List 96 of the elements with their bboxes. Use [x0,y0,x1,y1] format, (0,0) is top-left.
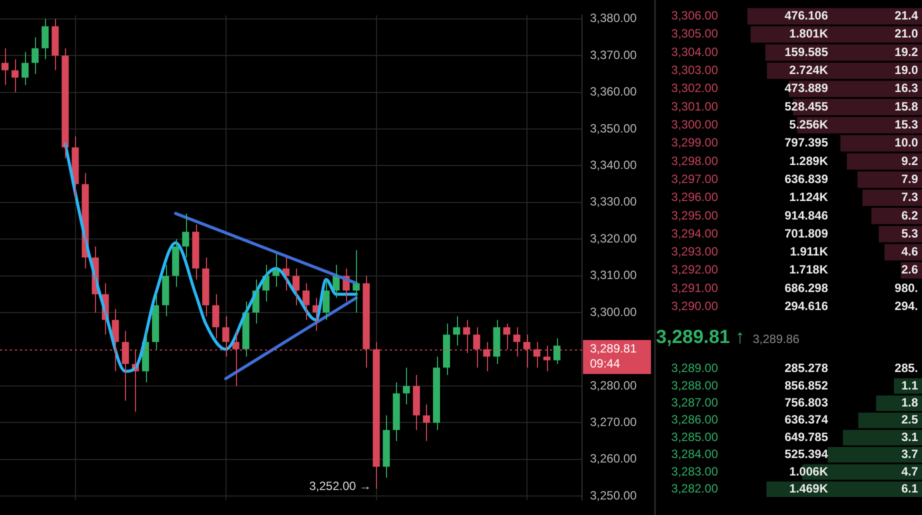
y-tick-label: 3,289.00 [671,361,718,376]
y-tick-label: 3,320.00 [590,231,638,246]
y-tick-label: 3,250.00 [590,488,638,502]
data-label: 7.9 [901,172,918,186]
data-label: 3.7 [901,447,918,462]
y-tick-label: 3,294.00 [671,226,718,240]
y-tick-label: 3,282.00 [671,482,718,496]
y-tick-label: 3,290.00 [671,299,718,314]
y-tick-label: 3,284.00 [671,447,718,462]
y-tick-label: 3,270.00 [590,415,638,430]
y-tick-label: 3,300.00 [590,304,638,319]
data-label: 5.3 [901,226,918,240]
annotation: 1.801K [789,26,828,41]
y-tick-label: 3,293.00 [671,244,718,259]
line-series [64,142,358,373]
data-label: 21.4 [894,8,918,23]
y-tick-label: 3,292.00 [671,262,718,277]
y-tick-label: 3,295.00 [671,208,718,222]
text: 285. [894,361,918,376]
y-tick-label: 3,283.00 [671,464,718,478]
annotation: 3,252.00 → [309,479,372,494]
y-tick-label: 3,299.00 [671,136,718,150]
annotation: 686.298 [784,280,828,295]
y-tick-label: 3,340.00 [590,158,638,172]
data-label: 19.2 [894,44,918,59]
text: 980. [894,280,918,295]
annotation: 5.256K [789,118,828,132]
candlestick [212,294,220,339]
annotation: 636.374 [784,412,828,427]
y-tick-label: 3,297.00 [671,172,718,186]
chart-subtitle: 3,289.86 [752,332,800,346]
ref-line-label: 3,289.81 09:44 [590,341,638,370]
annotation: 856.852 [784,378,828,392]
annotation: 2.724K [789,63,828,78]
y-tick-label: 3,285.00 [671,430,718,444]
data-label: 2.5 [901,412,918,427]
data-label: 2.6 [901,262,918,277]
annotation: 528.455 [784,99,828,114]
annotation: 476.106 [784,8,828,23]
annotation: 649.785 [784,430,828,444]
y-tick-label: 3,303.00 [671,63,718,78]
y-tick-label: 3,260.00 [590,452,638,466]
data-label: 6.1 [901,482,918,496]
y-tick-label: 3,298.00 [671,154,718,168]
data-label: 7.3 [901,190,918,204]
y-tick-label: 3,360.00 [590,84,638,99]
annotation: 636.839 [784,172,828,186]
bar [846,153,922,170]
data-label: 3.1 [901,430,918,444]
y-tick-label: 3,370.00 [590,48,638,62]
bar [747,8,922,24]
data-label: 19.0 [894,63,918,78]
data-label: 15.3 [894,118,918,132]
annotation: 797.395 [784,136,828,150]
y-tick-label: 3,310.00 [590,268,638,282]
annotation: 525.394 [784,447,828,462]
data-label: 21.0 [894,26,918,41]
data-label: 16.3 [894,81,918,96]
data-label: 1.1 [901,378,918,392]
y-tick-label: 3,291.00 [671,280,718,295]
annotation: 756.803 [784,396,828,410]
data-label: 15.8 [894,99,918,114]
y-tick-label: 3,288.00 [671,378,718,392]
annotation: 1.469K [789,482,828,496]
data-label: 9.2 [901,154,918,168]
chart-title: 3,289.81 ↑ [656,327,745,348]
annotation: 285.278 [784,361,828,376]
data-label: 4.7 [901,464,918,478]
annotation: 1.289K [789,154,828,168]
y-tick-label: 3,301.00 [671,99,718,114]
data-label: 6.2 [901,208,918,222]
y-tick-label: 3,280.00 [590,378,638,392]
annotation: 294.616 [784,299,828,314]
annotation: 914.846 [784,208,828,222]
annotation: 1.006K [789,464,828,478]
annotation: 1.911K [790,244,828,259]
y-tick-label: 3,350.00 [590,121,638,136]
y-tick-label: 3,304.00 [671,44,718,59]
y-tick-label: 3,300.00 [671,118,718,132]
y-tick-label: 3,286.00 [671,412,718,427]
y-tick-label: 3,330.00 [590,194,638,209]
annotation: 473.889 [784,81,828,96]
data-label: 1.8 [901,396,918,410]
y-tick-label: 3,380.00 [590,11,638,26]
y-tick-label: 3,296.00 [671,190,718,204]
annotation: 159.585 [784,44,828,59]
y-tick-label: 3,305.00 [671,26,718,41]
y-tick-label: 3,306.00 [671,8,718,23]
data-label: 4.6 [901,244,918,259]
annotation: 701.809 [784,226,828,240]
text: 294. [894,299,918,314]
y-tick-label: 3,302.00 [671,81,718,96]
annotation: 1.718K [789,262,828,277]
y-tick-label: 3,287.00 [671,396,718,410]
annotation: 1.124K [789,190,828,204]
data-label: 10.0 [894,136,918,150]
